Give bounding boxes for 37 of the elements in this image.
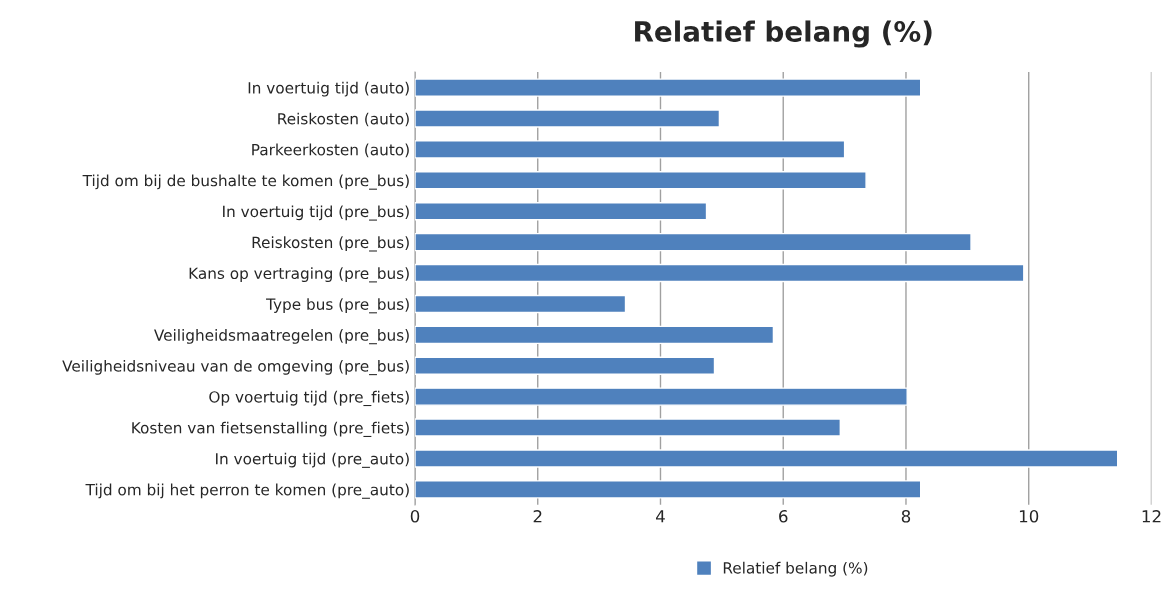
bar: [414, 202, 708, 221]
y-tick-label: Kans op vertraging (pre_bus): [189, 267, 409, 283]
y-tick-label: Veiligheidsmaatregelen (pre_bus): [154, 329, 409, 345]
x-tick-label: 4: [656, 510, 665, 523]
bar: [414, 294, 627, 314]
bar: [414, 480, 922, 499]
y-tick-label: Tijd om bij het perron te komen (pre_auto): [85, 483, 409, 499]
x-tick-label: 10: [1019, 510, 1039, 523]
y-tick-label: Op voertuig tijd (pre_fiets): [209, 390, 409, 407]
x-tick-label: 8: [901, 510, 911, 523]
legend-label: Relatief belang (%): [723, 561, 868, 577]
y-tick-label: Parkeerkosten (auto): [252, 143, 409, 158]
chart-title: Relatief belang (%): [635, 20, 932, 48]
x-tick-label: 0: [410, 510, 420, 523]
y-tick-label: Veiligheidsniveau van de omgeving (pre_bus): [62, 359, 409, 376]
y-tick-label: Type bus (pre_bus): [266, 298, 409, 314]
y-tick-label: Reiskosten (pre_bus): [252, 236, 409, 252]
x-tick-label: 6: [779, 510, 788, 523]
y-tick-label: In voertuig tijd (auto): [248, 81, 409, 97]
y-tick-label: Tijd om bij de bushalte te komen (pre_bus): [82, 174, 409, 190]
bar: [414, 232, 972, 252]
bar: [414, 387, 908, 406]
x-tick-label: 2: [533, 510, 542, 523]
y-tick-label: Kosten van fietsenstalling (pre_fiets): [132, 421, 409, 437]
bar: [414, 78, 922, 97]
y-tick-label: In voertuig tijd (pre_bus): [223, 205, 409, 221]
bar: [414, 171, 867, 190]
y-tick-label: Reiskosten (auto): [278, 112, 409, 127]
bar: [414, 418, 842, 437]
y-tick-label: In voertuig tijd (pre_auto): [216, 452, 409, 468]
bar: [414, 109, 721, 128]
x-tick-label: 12: [1142, 510, 1161, 523]
bar: [414, 356, 716, 375]
bar: [414, 325, 775, 345]
bar: [414, 140, 846, 159]
bar: [414, 263, 1025, 283]
bar: [414, 449, 1119, 468]
